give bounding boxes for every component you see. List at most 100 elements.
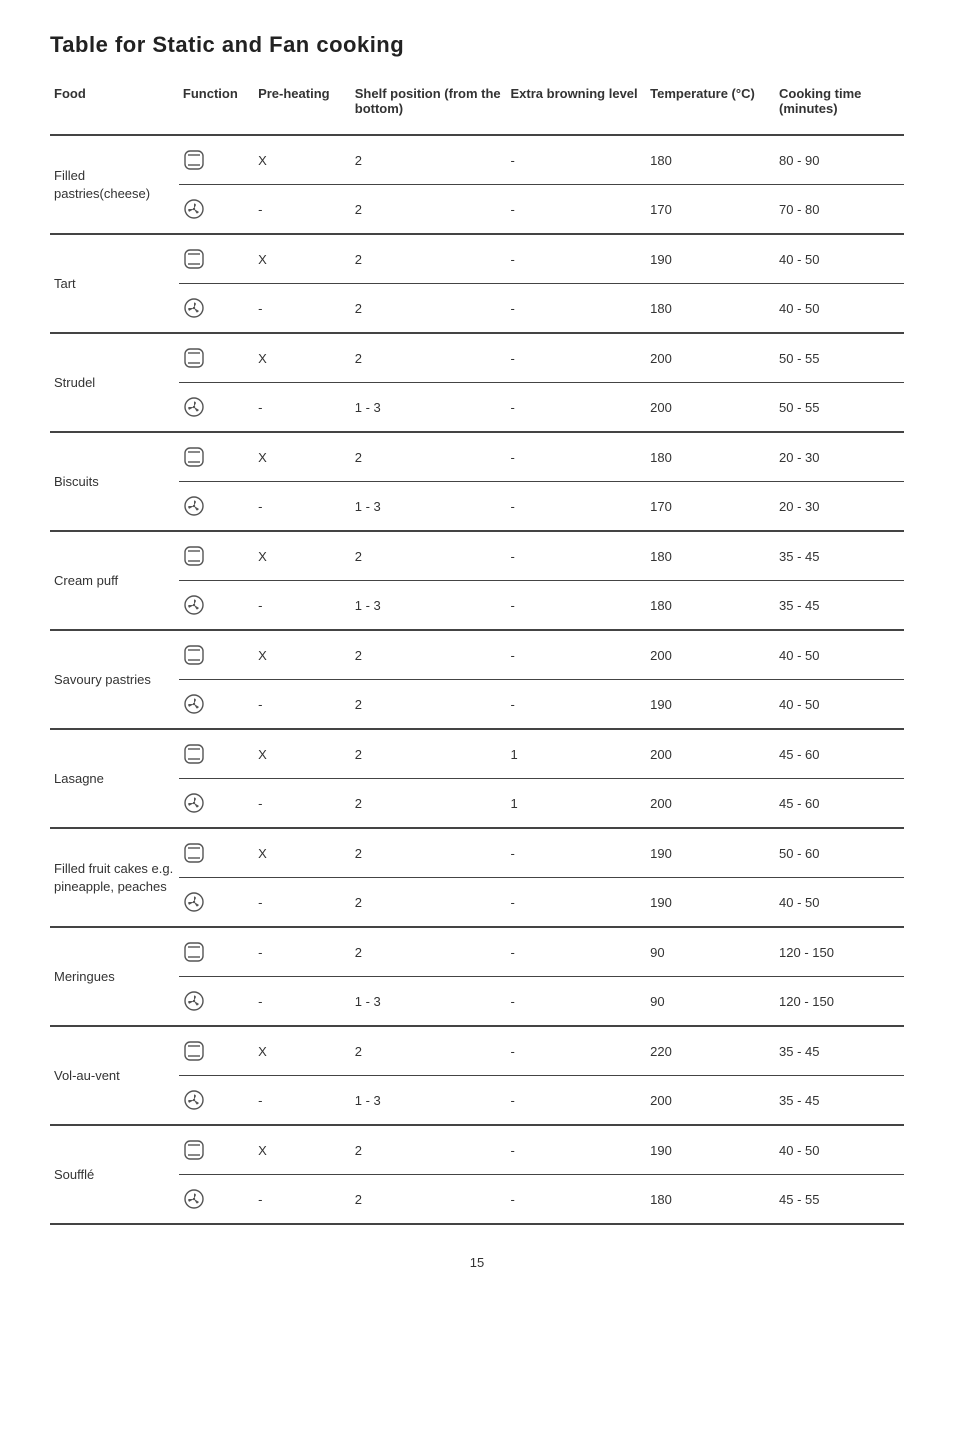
time-value: 35 - 45: [775, 581, 904, 631]
function-cell: [179, 234, 254, 284]
time-value: 120 - 150: [775, 977, 904, 1027]
preheating-value: -: [254, 779, 351, 829]
time-value: 50 - 55: [775, 333, 904, 383]
food-name: Vol-au-vent: [50, 1026, 179, 1125]
temperature-value: 170: [646, 185, 775, 235]
browning-value: -: [507, 531, 647, 581]
browning-value: -: [507, 185, 647, 235]
function-cell: [179, 1175, 254, 1225]
fan-oven-icon: [183, 693, 205, 715]
function-cell: [179, 779, 254, 829]
table-row: -2-18040 - 50: [50, 284, 904, 334]
shelf-value: 2: [351, 828, 507, 878]
static-oven-icon: [183, 1139, 205, 1161]
preheating-value: X: [254, 1125, 351, 1175]
function-cell: [179, 482, 254, 532]
static-oven-icon: [183, 347, 205, 369]
browning-value: -: [507, 482, 647, 532]
table-row: Filled pastries(cheese)X2-18080 - 90: [50, 135, 904, 185]
food-name: Soufflé: [50, 1125, 179, 1224]
table-row: -2-19040 - 50: [50, 878, 904, 928]
function-cell: [179, 828, 254, 878]
food-name: Filled pastries(cheese): [50, 135, 179, 234]
browning-value: -: [507, 1026, 647, 1076]
static-oven-icon: [183, 644, 205, 666]
shelf-value: 1 - 3: [351, 482, 507, 532]
table-row: TartX2-19040 - 50: [50, 234, 904, 284]
table-row: Vol-au-ventX2-22035 - 45: [50, 1026, 904, 1076]
shelf-value: 2: [351, 531, 507, 581]
food-name: Lasagne: [50, 729, 179, 828]
table-row: Cream puffX2-18035 - 45: [50, 531, 904, 581]
table-row: -2-19040 - 50: [50, 680, 904, 730]
browning-value: -: [507, 581, 647, 631]
browning-value: -: [507, 828, 647, 878]
browning-value: -: [507, 1076, 647, 1126]
time-value: 40 - 50: [775, 1125, 904, 1175]
time-value: 45 - 60: [775, 729, 904, 779]
static-oven-icon: [183, 149, 205, 171]
table-row: -1 - 3-17020 - 30: [50, 482, 904, 532]
page-title: Table for Static and Fan cooking: [50, 32, 904, 58]
fan-oven-icon: [183, 792, 205, 814]
food-name: Cream puff: [50, 531, 179, 630]
static-oven-icon: [183, 1040, 205, 1062]
browning-value: -: [507, 383, 647, 433]
temperature-value: 180: [646, 284, 775, 334]
preheating-value: X: [254, 828, 351, 878]
function-cell: [179, 333, 254, 383]
header-temperature: Temperature (°C): [646, 80, 775, 135]
time-value: 45 - 55: [775, 1175, 904, 1225]
temperature-value: 190: [646, 878, 775, 928]
browning-value: -: [507, 630, 647, 680]
preheating-value: -: [254, 927, 351, 977]
temperature-value: 200: [646, 729, 775, 779]
table-row: -1 - 3-20050 - 55: [50, 383, 904, 433]
preheating-value: -: [254, 680, 351, 730]
header-function: Function: [179, 80, 254, 135]
time-value: 40 - 50: [775, 630, 904, 680]
shelf-value: 2: [351, 135, 507, 185]
food-name: Strudel: [50, 333, 179, 432]
temperature-value: 200: [646, 383, 775, 433]
shelf-value: 2: [351, 234, 507, 284]
function-cell: [179, 927, 254, 977]
shelf-value: 2: [351, 284, 507, 334]
temperature-value: 190: [646, 828, 775, 878]
fan-oven-icon: [183, 990, 205, 1012]
time-value: 35 - 45: [775, 531, 904, 581]
browning-value: -: [507, 1125, 647, 1175]
table-row: StrudelX2-20050 - 55: [50, 333, 904, 383]
preheating-value: X: [254, 1026, 351, 1076]
browning-value: -: [507, 284, 647, 334]
temperature-value: 200: [646, 779, 775, 829]
temperature-value: 170: [646, 482, 775, 532]
time-value: 20 - 30: [775, 432, 904, 482]
food-name: Meringues: [50, 927, 179, 1026]
time-value: 40 - 50: [775, 284, 904, 334]
browning-value: -: [507, 927, 647, 977]
function-cell: [179, 581, 254, 631]
time-value: 20 - 30: [775, 482, 904, 532]
preheating-value: -: [254, 185, 351, 235]
function-cell: [179, 1026, 254, 1076]
browning-value: -: [507, 680, 647, 730]
time-value: 70 - 80: [775, 185, 904, 235]
browning-value: -: [507, 878, 647, 928]
fan-oven-icon: [183, 1188, 205, 1210]
table-row: Filled fruit cakes e.g. pineapple, peach…: [50, 828, 904, 878]
preheating-value: X: [254, 234, 351, 284]
preheating-value: -: [254, 878, 351, 928]
header-preheating: Pre-heating: [254, 80, 351, 135]
table-row: -2120045 - 60: [50, 779, 904, 829]
fan-oven-icon: [183, 495, 205, 517]
temperature-value: 220: [646, 1026, 775, 1076]
table-row: BiscuitsX2-18020 - 30: [50, 432, 904, 482]
shelf-value: 1 - 3: [351, 977, 507, 1027]
food-name: Savoury pastries: [50, 630, 179, 729]
temperature-value: 200: [646, 333, 775, 383]
function-cell: [179, 531, 254, 581]
preheating-value: -: [254, 482, 351, 532]
static-oven-icon: [183, 446, 205, 468]
table-row: -2-17070 - 80: [50, 185, 904, 235]
